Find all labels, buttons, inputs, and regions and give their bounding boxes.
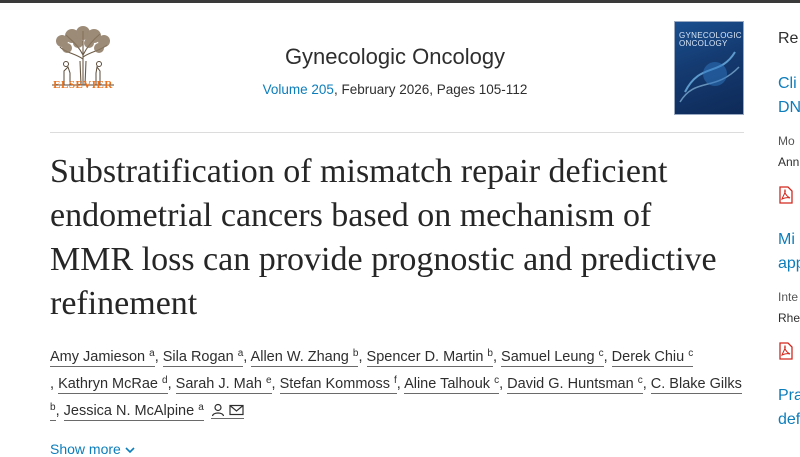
author-link[interactable]: Jessica N. McAlpine a	[63, 402, 204, 421]
affiliation-marker[interactable]: a	[198, 402, 204, 413]
elsevier-tree-logo[interactable]	[50, 18, 116, 96]
author-link[interactable]: Sarah J. Mah e	[175, 375, 272, 394]
recommended-article-link[interactable]: Cli DN	[778, 72, 800, 120]
journal-issue: Volume 205, February 2026, Pages 105-112	[230, 82, 560, 97]
article-title-line: app	[778, 255, 800, 272]
issue-details: , February 2026, Pages 105-112	[333, 82, 528, 97]
author-name: Spencer D. Martin	[366, 349, 484, 365]
author-name: Derek Chiu	[611, 349, 685, 365]
cover-title-line-2: ONCOLOGY	[679, 39, 728, 48]
author-link[interactable]: C. Blake Gilks b	[50, 376, 742, 421]
affiliation-marker[interactable]: c	[688, 348, 694, 359]
author-list: Amy Jamieson a, Sila Rogan a, Allen W. Z…	[50, 348, 742, 421]
recommended-article-link[interactable]: Pra def	[778, 384, 800, 432]
author-name: Samuel Leung	[501, 349, 595, 365]
article-title-line: Pra	[778, 387, 800, 404]
author-link[interactable]: Amy Jamieson a	[50, 349, 155, 367]
affiliation-marker[interactable]: a	[237, 348, 244, 359]
author-name: Amy Jamieson	[50, 349, 146, 365]
recommended-heading: Re	[778, 30, 799, 47]
article-title-line: def	[778, 411, 800, 428]
cover-title: GYNECOLOGIC ONCOLOGY	[679, 32, 742, 48]
affiliation-marker[interactable]: e	[265, 375, 272, 386]
top-border	[0, 0, 800, 3]
show-more-label: Show more	[50, 441, 121, 457]
header-divider	[50, 132, 744, 133]
article-title-line: Mi	[778, 231, 795, 248]
corresponding-author-icons[interactable]	[210, 403, 244, 419]
author-link[interactable]: David G. Huntsman c	[507, 376, 643, 394]
author-name: Sila Rogan	[162, 349, 234, 365]
article-title-line: DN	[778, 99, 800, 116]
article-title-line: Cli	[778, 75, 797, 92]
author-link[interactable]: Aline Talhouk c	[404, 375, 500, 394]
cover-artwork	[679, 51, 740, 103]
affiliation-marker[interactable]: a	[149, 348, 155, 359]
author-name: Aline Talhouk	[404, 376, 491, 392]
affiliation-marker[interactable]: d	[162, 375, 168, 386]
author-link[interactable]: Sila Rogan a	[162, 348, 244, 367]
article-title: Substratification of mismatch repair def…	[50, 153, 717, 322]
author-link[interactable]: Kathryn McRae d	[58, 376, 168, 394]
author-name: Sarah J. Mah	[175, 376, 262, 392]
author-name: Kathryn McRae	[58, 376, 158, 392]
affiliation-marker[interactable]: c	[494, 375, 500, 386]
author-link[interactable]: Stefan Kommoss f	[279, 375, 397, 394]
pdf-icon[interactable]	[778, 186, 794, 204]
article-source: Inte	[778, 290, 799, 304]
envelope-icon	[229, 404, 244, 416]
affiliation-marker[interactable]: b	[487, 348, 493, 359]
author-name: Jessica N. McAlpine	[63, 403, 195, 419]
author-link[interactable]: Samuel Leung c	[501, 349, 604, 367]
article-authors: Rhe	[778, 311, 800, 325]
publisher-name: ELSEVIER	[53, 79, 113, 91]
affiliation-marker[interactable]: b	[50, 402, 56, 413]
author-link[interactable]: Derek Chiu c	[611, 348, 694, 367]
show-more-button[interactable]: Show more	[50, 441, 135, 457]
article-authors: Ann	[778, 155, 800, 169]
journal-title[interactable]: Gynecologic Oncology	[284, 44, 506, 69]
affiliation-marker[interactable]: b	[352, 348, 359, 359]
recommended-article-link[interactable]: Mi app	[778, 228, 800, 276]
affiliation-marker[interactable]: f	[394, 375, 397, 386]
author-name: Allen W. Zhang	[250, 349, 349, 365]
author-name: C. Blake Gilks	[650, 376, 742, 392]
pdf-icon[interactable]	[778, 342, 794, 360]
volume-link[interactable]: Volume 205	[262, 82, 334, 97]
cover-title-line-1: GYNECOLOGIC	[679, 31, 742, 40]
chevron-down-icon	[125, 447, 135, 454]
journal-info: Gynecologic Oncology Volume 205, Februar…	[230, 44, 560, 97]
affiliation-marker[interactable]: c	[598, 348, 604, 359]
author-name: David G. Huntsman	[507, 376, 634, 392]
author-link[interactable]: Allen W. Zhang b	[250, 348, 359, 367]
recommended-articles-panel: Re Cli DN Mo Ann Mi app Inte Rhe Pra def	[770, 0, 800, 450]
article-source: Mo	[778, 134, 795, 148]
affiliation-marker[interactable]: c	[637, 375, 643, 386]
author-link[interactable]: Spencer D. Martin b	[366, 348, 493, 367]
journal-cover-image[interactable]: GYNECOLOGIC ONCOLOGY	[674, 21, 744, 115]
person-icon	[211, 403, 224, 417]
author-name: Stefan Kommoss	[279, 376, 390, 392]
